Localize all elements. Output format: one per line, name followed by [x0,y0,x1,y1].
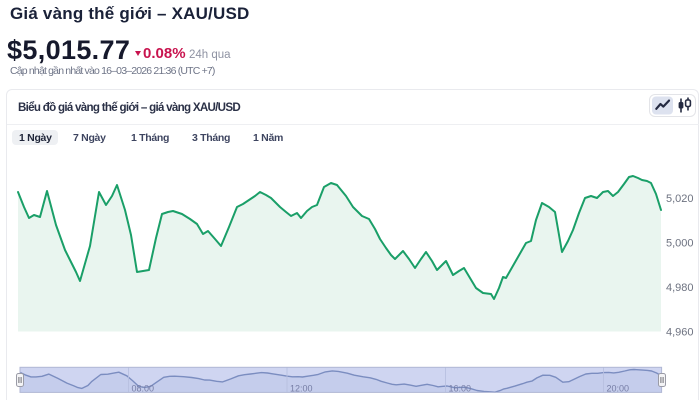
svg-text:4,980: 4,980 [666,282,694,294]
svg-text:08:00: 08:00 [132,384,155,394]
svg-text:5,020: 5,020 [666,193,694,205]
svg-text:16:00: 16:00 [449,384,472,394]
svg-text:4,960: 4,960 [666,327,694,339]
svg-text:20:00: 20:00 [607,384,630,394]
svg-text:12:00: 12:00 [290,384,313,394]
svg-text:5,000: 5,000 [666,238,694,250]
